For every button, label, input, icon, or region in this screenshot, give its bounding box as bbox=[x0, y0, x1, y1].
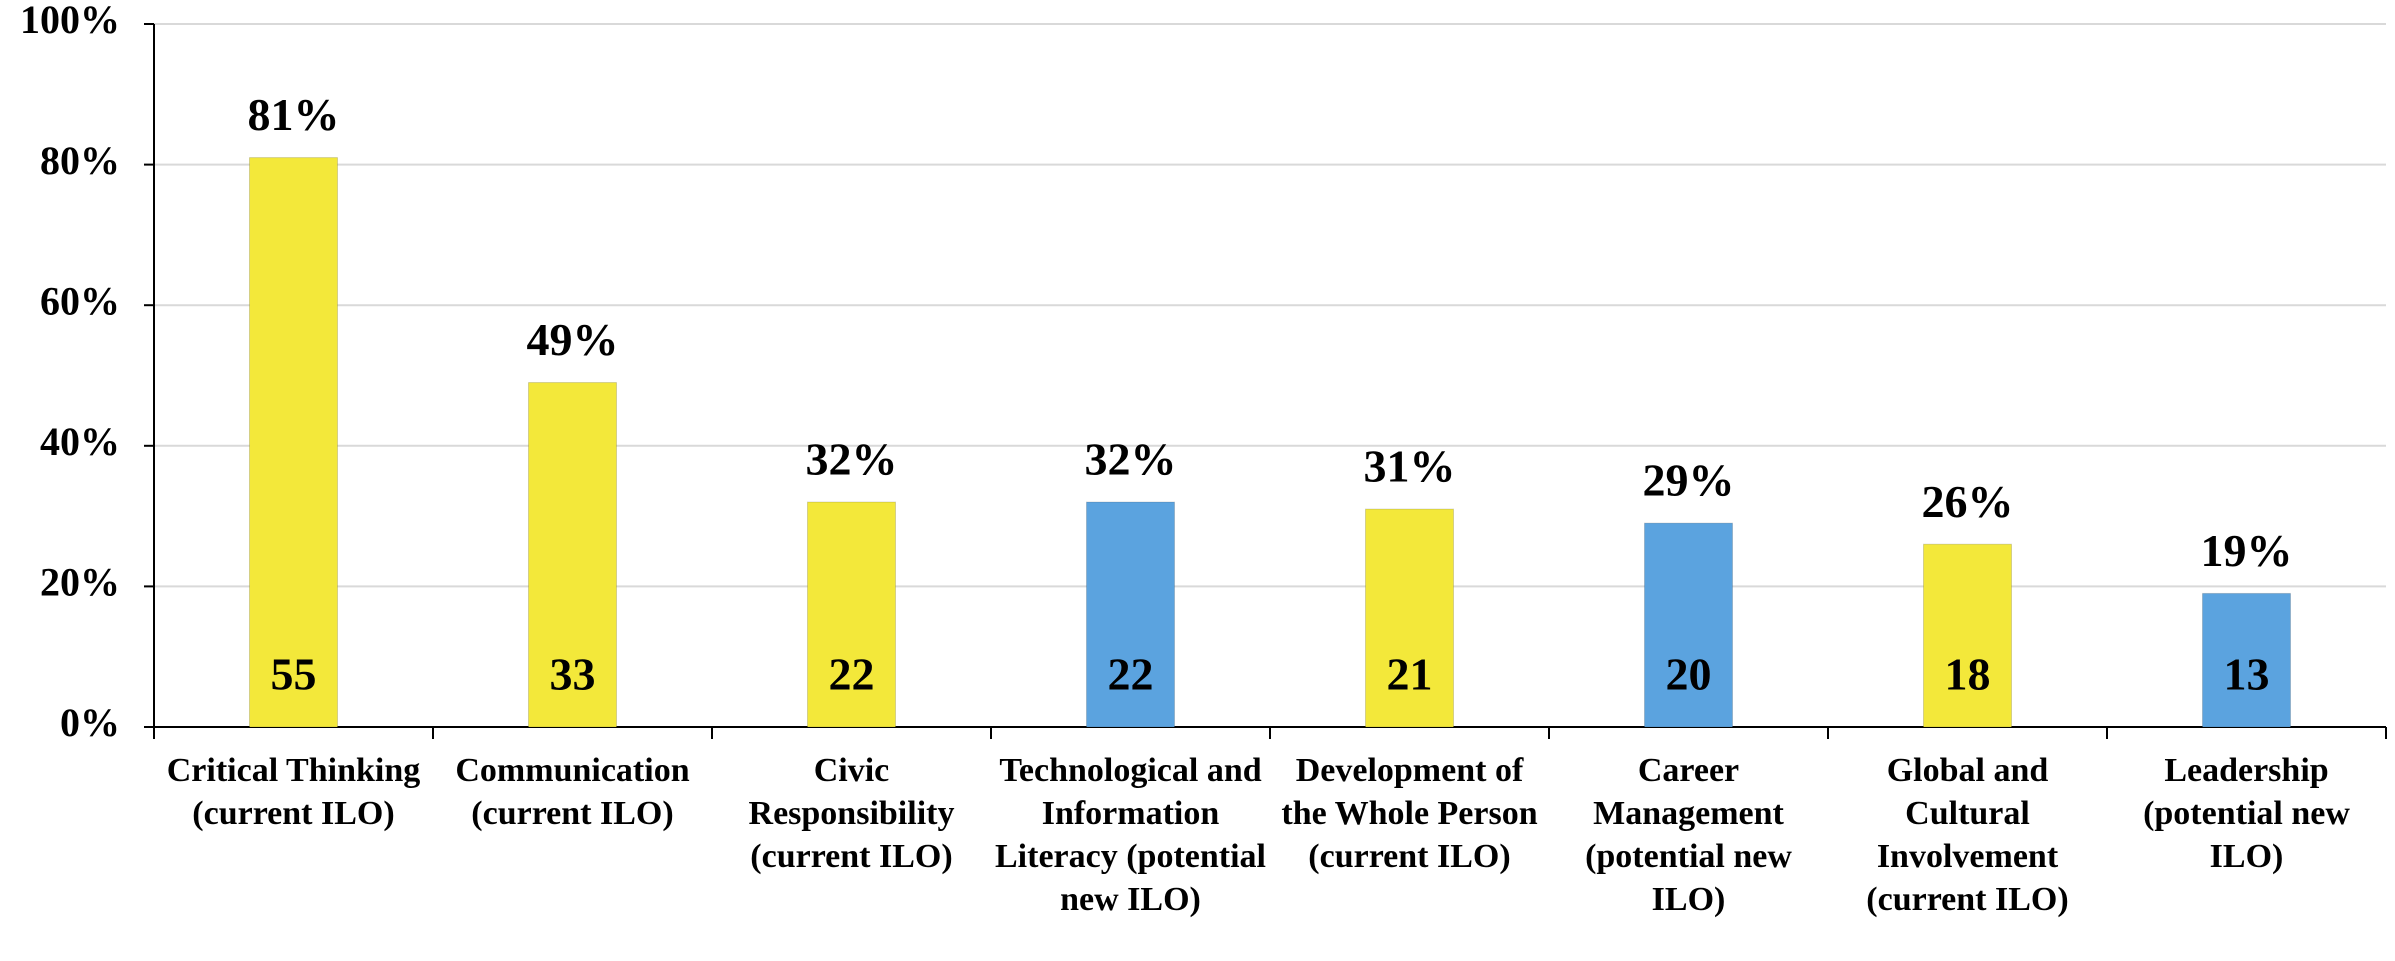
y-tick-label: 0% bbox=[60, 700, 120, 745]
bar bbox=[1086, 501, 1175, 728]
x-tick-label: Critical Thinking (current ILO) bbox=[166, 752, 421, 832]
count-label: 13 bbox=[2224, 649, 2270, 700]
count-label: 21 bbox=[1387, 649, 1433, 700]
bar bbox=[1644, 522, 1733, 728]
bar bbox=[1923, 543, 2012, 728]
bar bbox=[249, 157, 338, 728]
x-tick-label: Career Management (potential new ILO) bbox=[1585, 752, 1792, 918]
y-tick-label: 40% bbox=[40, 419, 120, 464]
x-tick-label: Communication (current ILO) bbox=[455, 752, 690, 832]
x-tick-label: Technological and Information Literacy (… bbox=[995, 752, 1266, 918]
bar bbox=[2202, 592, 2291, 728]
x-tick-label: Development of the Whole Person (current… bbox=[1281, 752, 1538, 875]
y-tick-label: 80% bbox=[40, 138, 120, 183]
x-tick-label: Leadership (potential new ILO) bbox=[2143, 752, 2350, 875]
y-tick-label: 100% bbox=[20, 0, 120, 42]
value-label: 32% bbox=[806, 434, 898, 485]
count-label: 22 bbox=[829, 649, 875, 700]
y-tick-label: 20% bbox=[40, 560, 120, 605]
y-tick-label: 60% bbox=[40, 278, 120, 323]
value-label: 81% bbox=[248, 89, 340, 140]
bar bbox=[1365, 508, 1454, 728]
count-label: 22 bbox=[1108, 649, 1154, 700]
value-label: 31% bbox=[1364, 441, 1456, 492]
count-label: 18 bbox=[1945, 649, 1991, 700]
count-label: 33 bbox=[550, 649, 596, 700]
value-label: 49% bbox=[527, 314, 619, 365]
x-tick-label: Civic Responsibility (current ILO) bbox=[748, 752, 955, 875]
bar bbox=[807, 501, 896, 728]
value-label: 19% bbox=[2201, 525, 2293, 576]
value-label: 26% bbox=[1922, 476, 2014, 527]
x-tick-label: Global and Cultural Involvement (current… bbox=[1866, 752, 2069, 918]
count-label: 20 bbox=[1666, 649, 1712, 700]
count-label: 55 bbox=[271, 649, 317, 700]
value-label: 32% bbox=[1085, 434, 1177, 485]
value-label: 29% bbox=[1643, 455, 1735, 506]
bar bbox=[528, 382, 617, 728]
